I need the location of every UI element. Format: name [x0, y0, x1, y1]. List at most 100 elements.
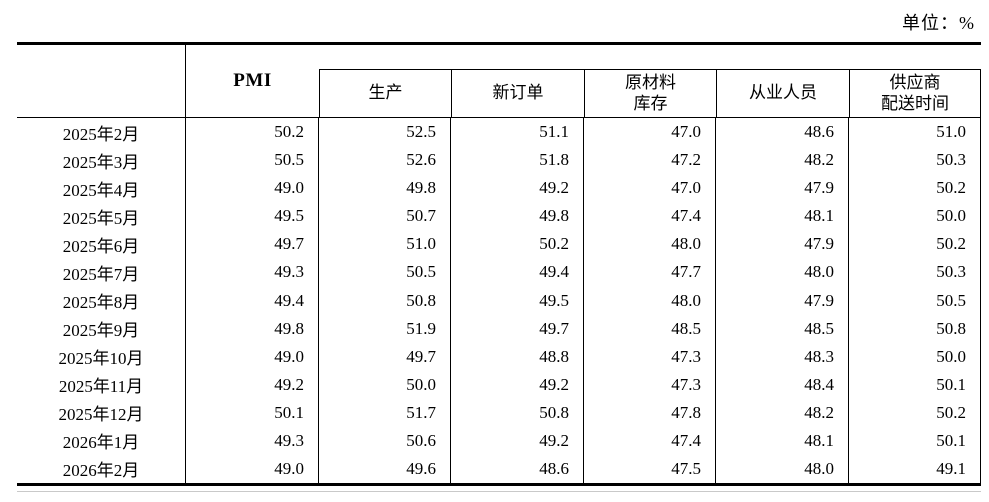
- employment-value-cell: 48.1: [716, 202, 849, 231]
- month-cell: 2025年4月: [17, 174, 186, 203]
- table-row: 2026年1月 49.3 50.6 49.2 47.4 48.1 50.1: [17, 426, 981, 455]
- new-orders-value-cell: 49.5: [451, 286, 584, 315]
- employment-value-cell: 48.5: [716, 314, 849, 343]
- production-value-cell: 51.7: [319, 398, 451, 427]
- new-orders-value-cell: 50.2: [451, 230, 584, 259]
- month-cell: 2025年10月: [17, 342, 186, 371]
- pmi-value-cell: 50.5: [186, 146, 319, 175]
- pmi-value-cell: 49.2: [186, 370, 319, 399]
- new-orders-value-cell: 49.2: [451, 174, 584, 203]
- table-header-row: PMI 生产 新订单 原材料 库存 从业人员 供应商 配送时间: [17, 45, 981, 118]
- production-value-cell: 52.6: [319, 146, 451, 175]
- supplier-delivery-time-value-cell: 50.0: [849, 342, 981, 371]
- table-row: 2025年7月 49.3 50.5 49.4 47.7 48.0 50.3: [17, 258, 981, 287]
- production-value-cell: 49.6: [319, 454, 451, 484]
- pmi-value-cell: 49.0: [186, 174, 319, 203]
- new-orders-value-cell: 49.2: [451, 370, 584, 399]
- header-cell-new-orders: 新订单: [451, 69, 584, 117]
- pmi-value-cell: 49.3: [186, 426, 319, 455]
- pmi-value-cell: 49.7: [186, 230, 319, 259]
- pmi-value-cell: 49.3: [186, 258, 319, 287]
- table-row: 2025年9月 49.8 51.9 49.7 48.5 48.5 50.8: [17, 314, 981, 343]
- new-orders-value-cell: 49.4: [451, 258, 584, 287]
- header-cell-employment: 从业人员: [716, 69, 849, 117]
- header-cell-raw-materials-inventory: 原材料 库存: [584, 69, 716, 117]
- header-label-raw-materials-inventory: 原材料 库存: [625, 73, 676, 113]
- supplier-delivery-time-value-cell: 50.3: [849, 146, 981, 175]
- table-row: 2025年6月 49.7 51.0 50.2 48.0 47.9 50.2: [17, 230, 981, 259]
- employment-value-cell: 48.0: [716, 258, 849, 287]
- new-orders-value-cell: 51.1: [451, 118, 584, 147]
- employment-value-cell: 48.2: [716, 146, 849, 175]
- production-value-cell: 51.0: [319, 230, 451, 259]
- new-orders-value-cell: 49.7: [451, 314, 584, 343]
- supplier-delivery-time-value-cell: 50.2: [849, 230, 981, 259]
- new-orders-value-cell: 49.8: [451, 202, 584, 231]
- employment-value-cell: 47.9: [716, 174, 849, 203]
- production-value-cell: 49.7: [319, 342, 451, 371]
- table-bottom-shadow-line: [17, 491, 981, 492]
- production-value-cell: 50.8: [319, 286, 451, 315]
- month-cell: 2025年9月: [17, 314, 186, 343]
- raw-materials-inventory-value-cell: 47.3: [584, 342, 716, 371]
- pmi-value-cell: 49.8: [186, 314, 319, 343]
- production-value-cell: 51.9: [319, 314, 451, 343]
- raw-materials-inventory-value-cell: 48.0: [584, 286, 716, 315]
- production-value-cell: 50.5: [319, 258, 451, 287]
- table-row: 2025年11月 49.2 50.0 49.2 47.3 48.4 50.1: [17, 370, 981, 399]
- header-label-production: 生产: [368, 83, 403, 103]
- pmi-value-cell: 49.4: [186, 286, 319, 315]
- month-cell: 2025年7月: [17, 258, 186, 287]
- raw-materials-inventory-value-cell: 48.5: [584, 314, 716, 343]
- employment-value-cell: 48.0: [716, 454, 849, 484]
- pmi-value-cell: 49.0: [186, 342, 319, 371]
- header-cell-production: 生产: [319, 69, 451, 117]
- supplier-delivery-time-value-cell: 50.0: [849, 202, 981, 231]
- production-value-cell: 52.5: [319, 118, 451, 147]
- header-label-pmi: PMI: [233, 70, 272, 91]
- header-cell-supplier-delivery-time: 供应商 配送时间: [849, 69, 981, 117]
- header-label-employment: 从业人员: [749, 83, 817, 103]
- month-cell: 2025年8月: [17, 286, 186, 315]
- header-cell-blank: [17, 45, 186, 117]
- production-value-cell: 50.7: [319, 202, 451, 231]
- header-label-new-orders: 新订单: [492, 83, 544, 103]
- pmi-value-cell: 49.0: [186, 454, 319, 484]
- employment-value-cell: 48.2: [716, 398, 849, 427]
- supplier-delivery-time-value-cell: 51.0: [849, 118, 981, 147]
- month-cell: 2025年2月: [17, 118, 186, 147]
- month-cell: 2026年2月: [17, 454, 186, 484]
- production-value-cell: 50.0: [319, 370, 451, 399]
- employment-value-cell: 48.4: [716, 370, 849, 399]
- employment-value-cell: 47.9: [716, 230, 849, 259]
- pmi-value-cell: 50.2: [186, 118, 319, 147]
- month-cell: 2025年6月: [17, 230, 186, 259]
- supplier-delivery-time-value-cell: 50.5: [849, 286, 981, 315]
- new-orders-value-cell: 50.8: [451, 398, 584, 427]
- raw-materials-inventory-value-cell: 47.4: [584, 202, 716, 231]
- table-row: 2025年10月 49.0 49.7 48.8 47.3 48.3 50.0: [17, 342, 981, 371]
- employment-value-cell: 47.9: [716, 286, 849, 315]
- raw-materials-inventory-value-cell: 47.0: [584, 174, 716, 203]
- supplier-delivery-time-value-cell: 50.2: [849, 174, 981, 203]
- month-cell: 2025年3月: [17, 146, 186, 175]
- supplier-delivery-time-value-cell: 50.1: [849, 370, 981, 399]
- raw-materials-inventory-value-cell: 47.2: [584, 146, 716, 175]
- new-orders-value-cell: 49.2: [451, 426, 584, 455]
- supplier-delivery-time-value-cell: 50.1: [849, 426, 981, 455]
- raw-materials-inventory-value-cell: 47.0: [584, 118, 716, 147]
- employment-value-cell: 48.3: [716, 342, 849, 371]
- pmi-table: PMI 生产 新订单 原材料 库存 从业人员 供应商 配送时间 2025年2月 …: [17, 42, 981, 486]
- table-row: 2026年2月 49.0 49.6 48.6 47.5 48.0 49.1: [17, 454, 981, 484]
- month-cell: 2025年5月: [17, 202, 186, 231]
- header-cell-pmi: PMI: [186, 45, 319, 117]
- new-orders-value-cell: 48.8: [451, 342, 584, 371]
- supplier-delivery-time-value-cell: 50.8: [849, 314, 981, 343]
- supplier-delivery-time-value-cell: 50.2: [849, 398, 981, 427]
- supplier-delivery-time-value-cell: 49.1: [849, 454, 981, 484]
- employment-value-cell: 48.6: [716, 118, 849, 147]
- raw-materials-inventory-value-cell: 47.7: [584, 258, 716, 287]
- table-row: 2025年8月 49.4 50.8 49.5 48.0 47.9 50.5: [17, 286, 981, 315]
- new-orders-value-cell: 48.6: [451, 454, 584, 484]
- supplier-delivery-time-value-cell: 50.3: [849, 258, 981, 287]
